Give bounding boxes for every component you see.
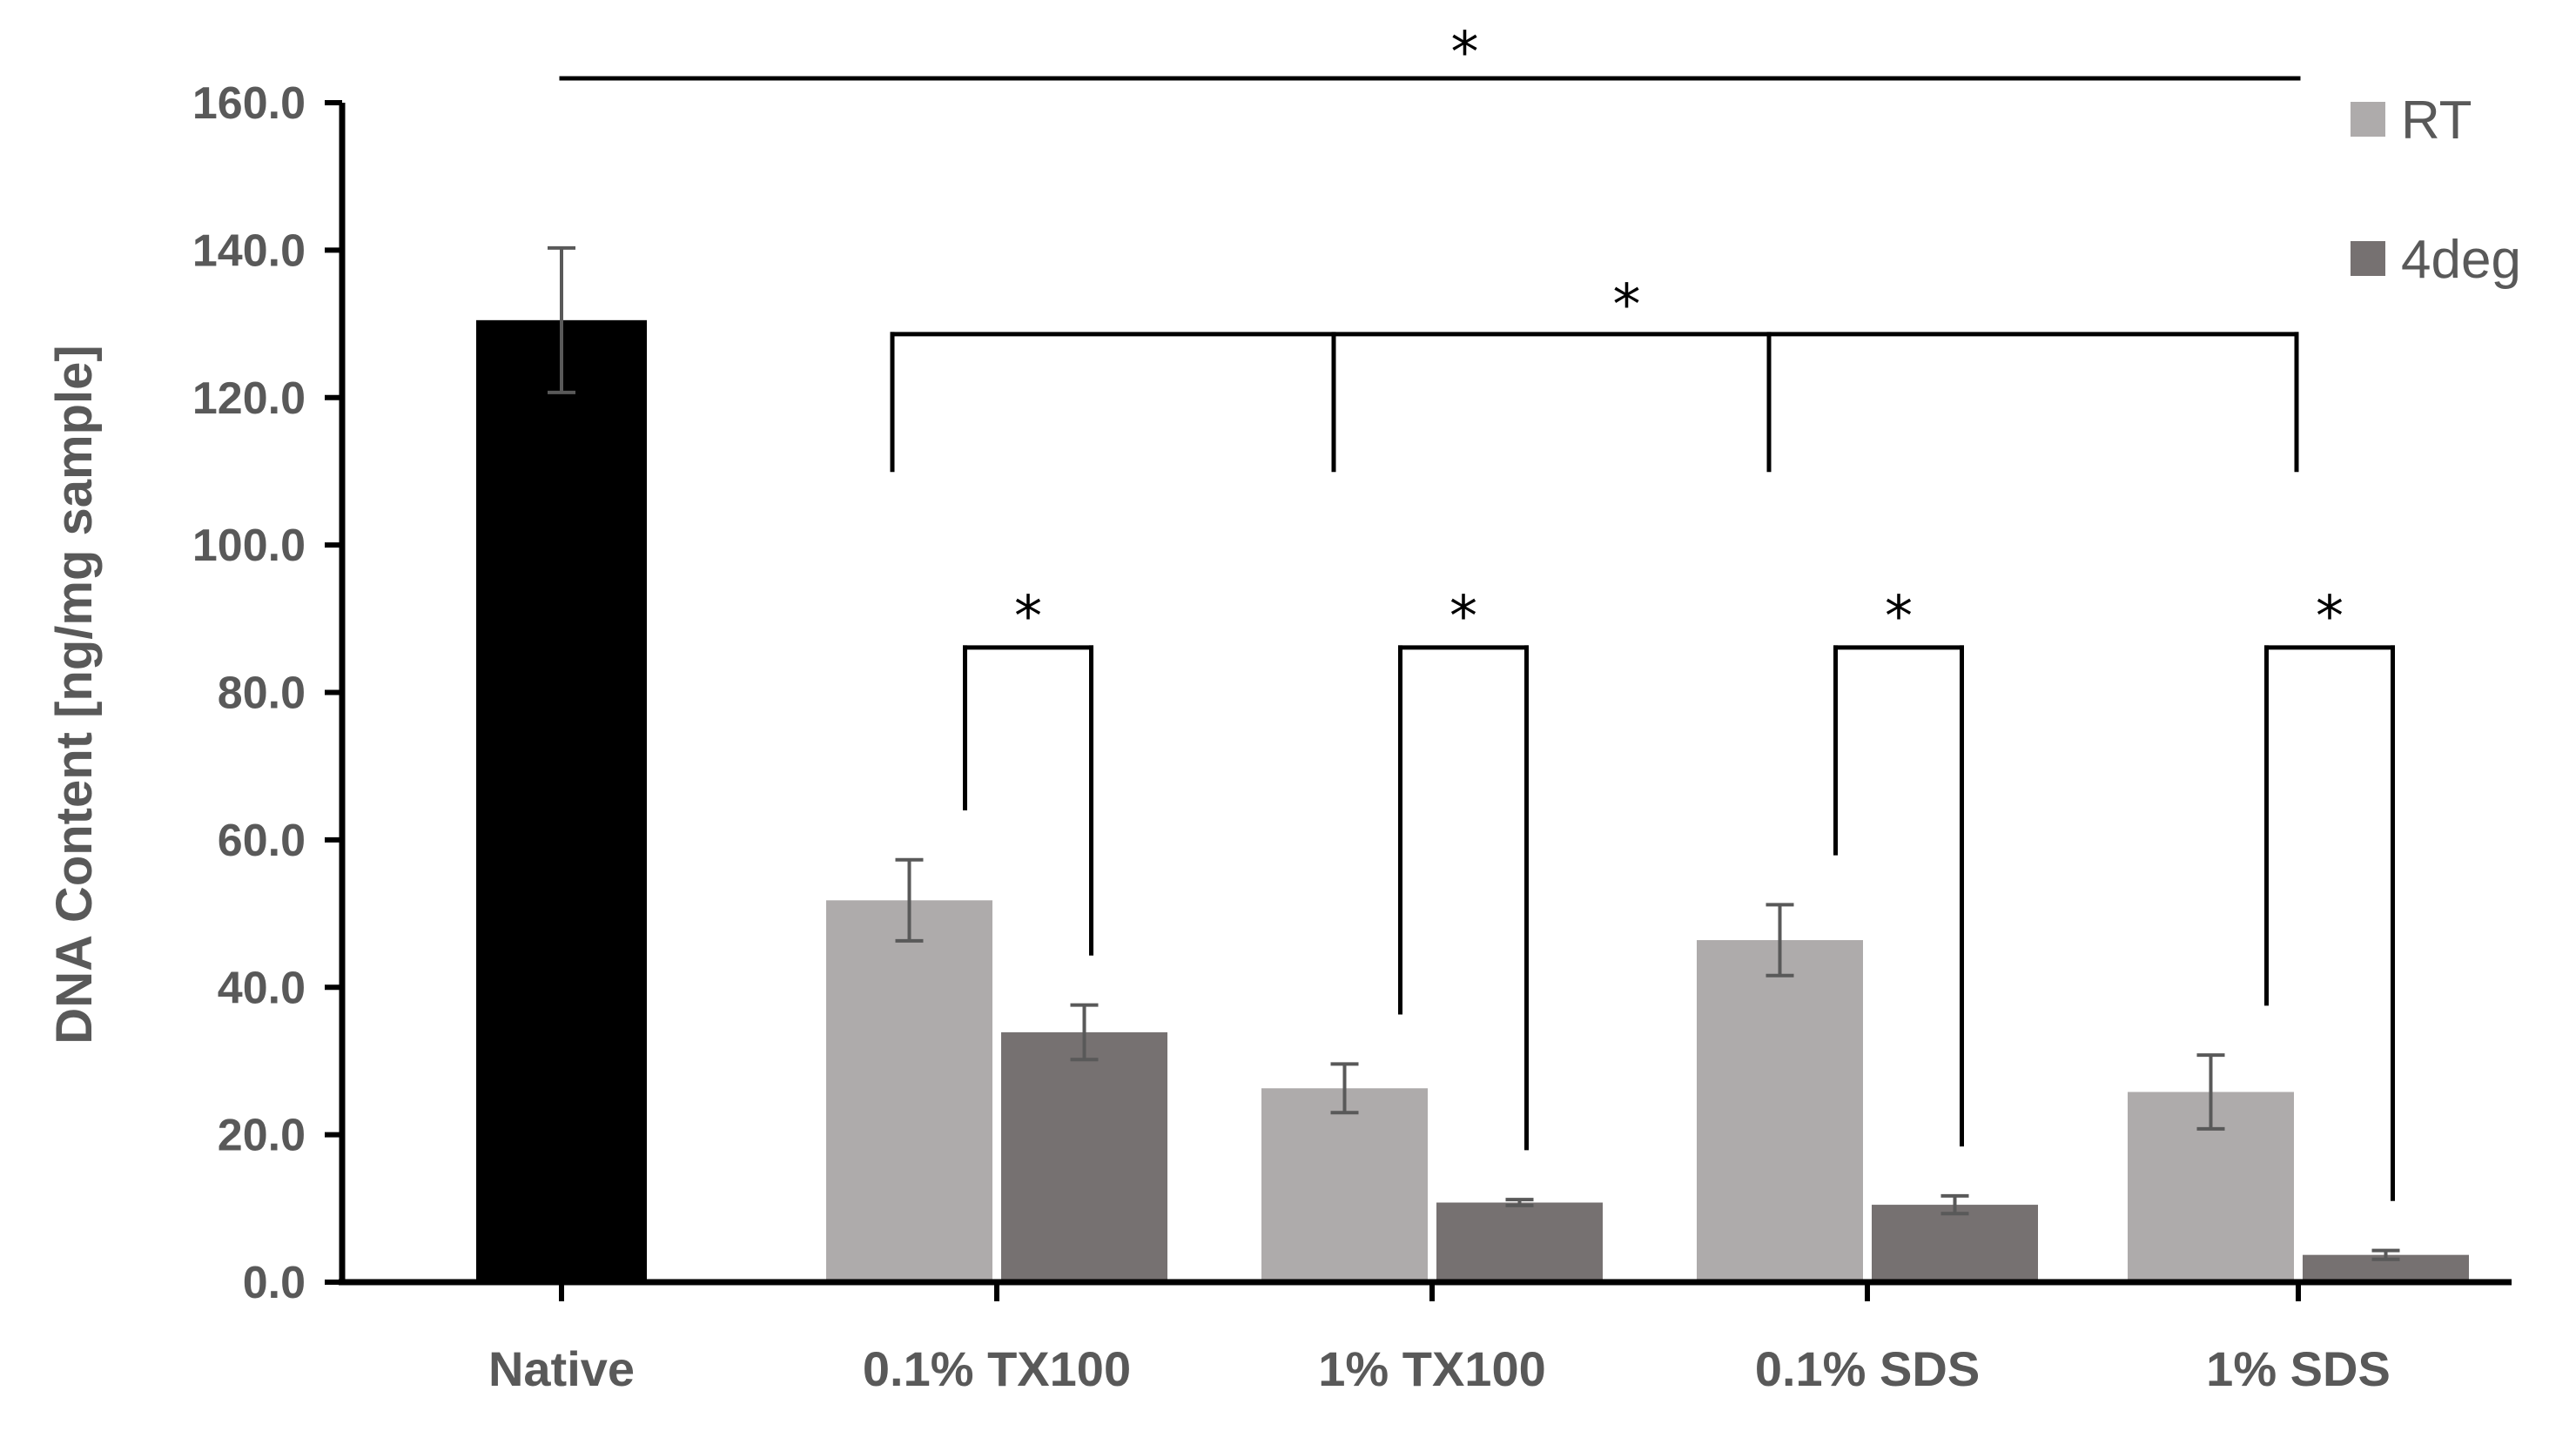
- legend-swatch-rt: [2351, 102, 2385, 137]
- x-category-label: 0.1% SDS: [1755, 1341, 1980, 1396]
- error-bars: [548, 245, 2400, 1261]
- y-tick-label: 20.0: [218, 1111, 306, 1161]
- legend-label-rt: RT: [2401, 91, 2472, 151]
- bar-4deg: [1872, 1205, 2038, 1282]
- bar-4deg: [1436, 1202, 1603, 1282]
- significance-star: *: [1014, 585, 1042, 649]
- bar-rt: [1261, 1088, 1428, 1282]
- axes: 0.0 20.0 40.0 60.0 80.0 100.0 120.0 140.0 160.0 N…: [192, 78, 2512, 1396]
- y-tick-label: 140.0: [192, 225, 306, 276]
- legend: RT 4deg: [2351, 91, 2521, 290]
- significance-star: *: [1451, 21, 1479, 85]
- significance-annotations: * * * * * *: [559, 21, 2395, 1201]
- significance-star: *: [1613, 273, 1641, 338]
- y-tick-label: 60.0: [218, 816, 306, 866]
- bar-native: [476, 319, 647, 1282]
- x-category-label: 1% SDS: [2206, 1341, 2391, 1396]
- legend-swatch-4deg: [2351, 241, 2385, 276]
- bars: [476, 319, 2469, 1282]
- y-axis-title: DNA Content [ng/mg sample]: [46, 345, 103, 1044]
- y-tick-label: 0.0: [243, 1258, 306, 1308]
- significance-star: *: [1449, 585, 1477, 649]
- significance-star: *: [2316, 585, 2344, 649]
- legend-label-4deg: 4deg: [2401, 230, 2521, 290]
- x-category-label: 1% TX100: [1318, 1341, 1546, 1396]
- y-tick-label: 80.0: [218, 668, 306, 719]
- bar-4deg: [1001, 1031, 1167, 1282]
- y-tick-label: 100.0: [192, 521, 306, 571]
- y-tick-label: 120.0: [192, 373, 306, 424]
- y-tick-label: 40.0: [218, 963, 306, 1013]
- bar-rt: [826, 900, 992, 1282]
- x-category-label: 0.1% TX100: [863, 1341, 1131, 1396]
- significance-star: *: [1885, 585, 1913, 649]
- x-category-label: Native: [488, 1341, 635, 1396]
- y-tick-label: 160.0: [192, 78, 306, 129]
- bar-rt: [1697, 940, 1863, 1282]
